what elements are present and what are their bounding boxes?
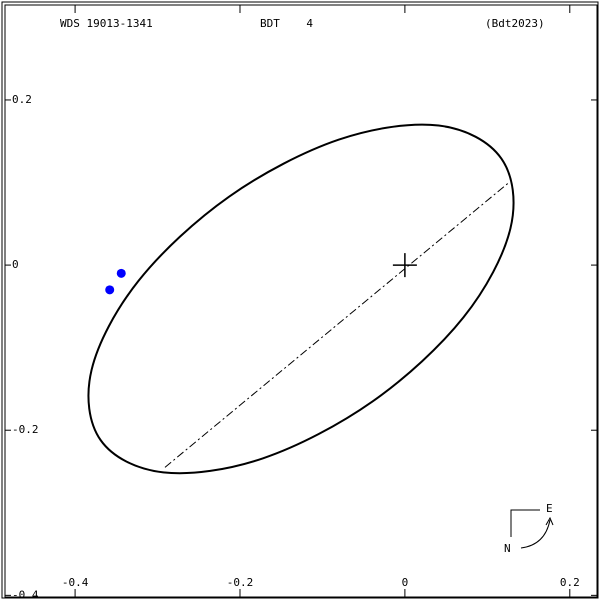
plot-frame — [4, 4, 598, 598]
x-tick-label: 0 — [402, 576, 409, 589]
primary-star — [392, 253, 417, 278]
line-of-apsides — [164, 182, 509, 468]
header-discoverer: BDT 4 — [260, 17, 313, 30]
header-wds: WDS 19013-1341 — [60, 17, 153, 30]
observation — [116, 268, 126, 278]
x-tick-label: 0.2 — [560, 576, 580, 589]
observation — [105, 285, 115, 295]
compass-arrowhead — [545, 516, 554, 526]
compass-north: N — [504, 542, 511, 555]
x-tick-label: -0.2 — [227, 576, 254, 589]
compass: E N — [504, 502, 554, 555]
y-tick-label: 0 — [12, 258, 19, 271]
x-tick-label: -0.4 — [62, 576, 89, 589]
y-tick-label: -0.4 — [12, 588, 39, 600]
y-tick-label: 0.2 — [12, 93, 32, 106]
compass-east: E — [546, 502, 553, 515]
y-tick-label: -0.2 — [12, 423, 39, 436]
compass-arrow — [520, 519, 551, 549]
header-reference: (Bdt2023) — [485, 17, 545, 30]
compass-axes — [510, 509, 540, 537]
orbit-ellipse — [87, 123, 515, 475]
